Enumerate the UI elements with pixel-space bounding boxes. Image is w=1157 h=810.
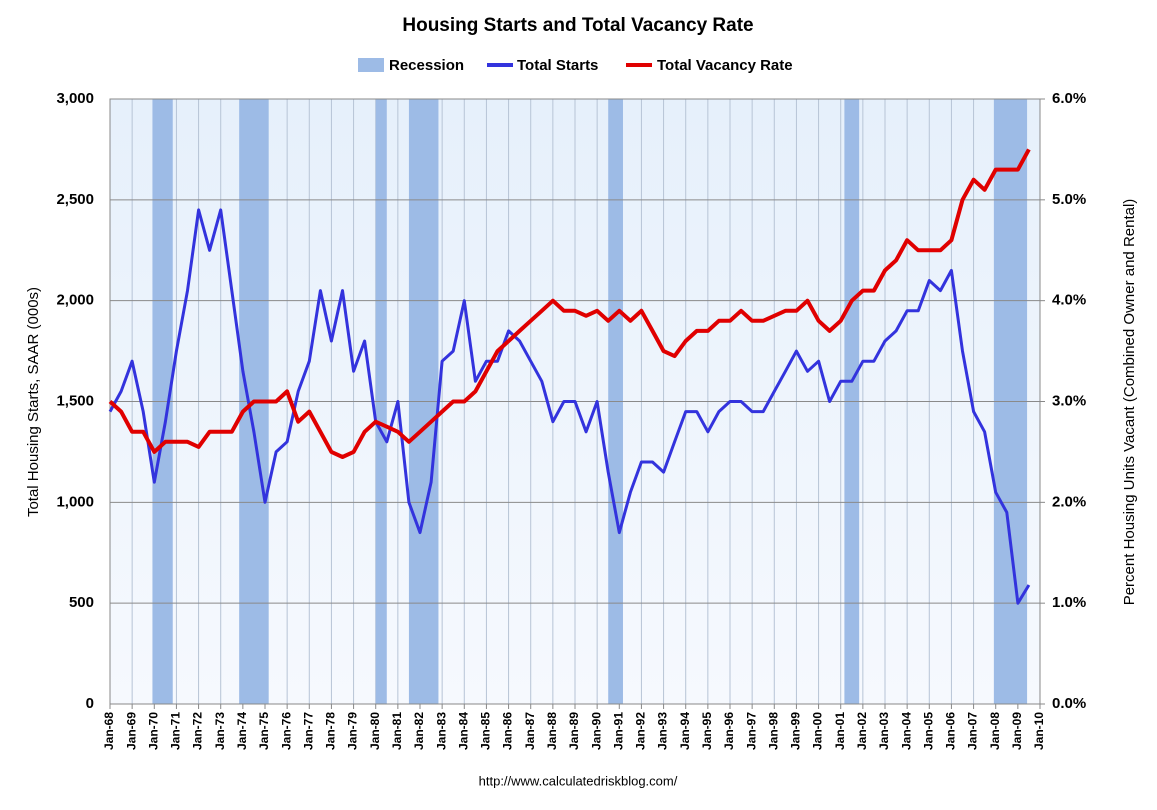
x-tick-label: Jan-83 <box>434 712 448 750</box>
x-tick-label: Jan-73 <box>213 712 227 750</box>
x-tick-label: Jan-00 <box>811 712 825 750</box>
x-tick-label: Jan-10 <box>1032 712 1046 750</box>
x-tick-label: Jan-81 <box>390 712 404 750</box>
legend-label: Total Starts <box>517 57 598 74</box>
x-tick-label: Jan-94 <box>678 712 692 750</box>
y-tick-label: 3,000 <box>56 90 94 107</box>
x-tick-label: Jan-76 <box>279 712 293 750</box>
x-tick-label: Jan-84 <box>456 712 470 750</box>
x-tick-label: Jan-71 <box>169 712 183 750</box>
x-tick-label: Jan-79 <box>346 712 360 750</box>
y-tick-label: 0 <box>86 695 94 712</box>
x-tick-label: Jan-95 <box>700 712 714 750</box>
x-tick-label: Jan-98 <box>766 712 780 750</box>
legend-swatch <box>358 58 384 72</box>
x-tick-label: Jan-68 <box>102 712 116 750</box>
x-tick-label: Jan-97 <box>744 712 758 750</box>
x-tick-label: Jan-75 <box>257 712 271 750</box>
x-tick-label: Jan-89 <box>567 712 581 750</box>
x-tick-label: Jan-80 <box>368 712 382 750</box>
legend-label: Total Vacancy Rate <box>657 57 793 74</box>
y2-tick-label: 2.0% <box>1052 493 1086 510</box>
x-tick-label: Jan-88 <box>545 712 559 750</box>
legend: Recession Total Starts Total Vacancy Rat… <box>358 57 793 74</box>
series-line <box>108 148 1031 459</box>
x-tick-label: Jan-87 <box>523 712 537 750</box>
x-tick-label: Jan-93 <box>656 712 670 750</box>
source: http://www.calculatedriskblog.com/ <box>479 773 678 788</box>
legend-label: Recession <box>389 57 464 74</box>
x-tick-label: Jan-74 <box>235 712 249 750</box>
y-tick-label: 1,500 <box>56 392 94 409</box>
x-tick-label: Jan-07 <box>966 712 980 750</box>
x-tick-label: Jan-08 <box>988 712 1002 750</box>
x-tick-label: Jan-86 <box>501 712 515 750</box>
x-tick-label: Jan-77 <box>301 712 315 750</box>
x-tick-label: Jan-02 <box>855 712 869 750</box>
y2-axis-label: Percent Housing Units Vacant (Combined O… <box>1121 199 1138 606</box>
y2-tick-label: 6.0% <box>1052 90 1086 107</box>
x-tick-label: Jan-03 <box>877 712 891 750</box>
y-tick-label: 1,000 <box>56 493 94 510</box>
x-tick-label: Jan-04 <box>899 712 913 750</box>
x-tick-label: Jan-85 <box>479 712 493 750</box>
y2-tick-label: 0.0% <box>1052 695 1086 712</box>
x-tick-label: Jan-01 <box>833 712 847 750</box>
chart-title: Housing Starts and Total Vacancy Rate <box>402 15 753 36</box>
y2-tick-label: 3.0% <box>1052 392 1086 409</box>
x-tick-label: Jan-91 <box>611 712 625 750</box>
x-tick-label: Jan-92 <box>634 712 648 750</box>
x-tick-label: Jan-90 <box>589 712 603 750</box>
x-tick-label: Jan-82 <box>412 712 426 750</box>
y-axis-label: Total Housing Starts, SAAR (000s) <box>25 287 42 517</box>
x-tick-label: Jan-72 <box>191 712 205 750</box>
series-line <box>108 208 1031 605</box>
x-tick-label: Jan-06 <box>944 712 958 750</box>
y2-tick-label: 4.0% <box>1052 292 1086 309</box>
x-tick-label: Jan-96 <box>722 712 736 750</box>
y-tick-label: 2,000 <box>56 292 94 309</box>
x-tick-label: Jan-05 <box>921 712 935 750</box>
x-tick-label: Jan-70 <box>146 712 160 750</box>
x-tick-label: Jan-99 <box>789 712 803 750</box>
x-tick-label: Jan-09 <box>1010 712 1024 750</box>
y2-tick-label: 5.0% <box>1052 191 1086 208</box>
y2-tick-label: 1.0% <box>1052 594 1086 611</box>
y-tick-label: 500 <box>69 594 94 611</box>
x-tick-label: Jan-69 <box>124 712 138 750</box>
x-tick-label: Jan-78 <box>324 712 338 750</box>
y-tick-label: 2,500 <box>56 191 94 208</box>
